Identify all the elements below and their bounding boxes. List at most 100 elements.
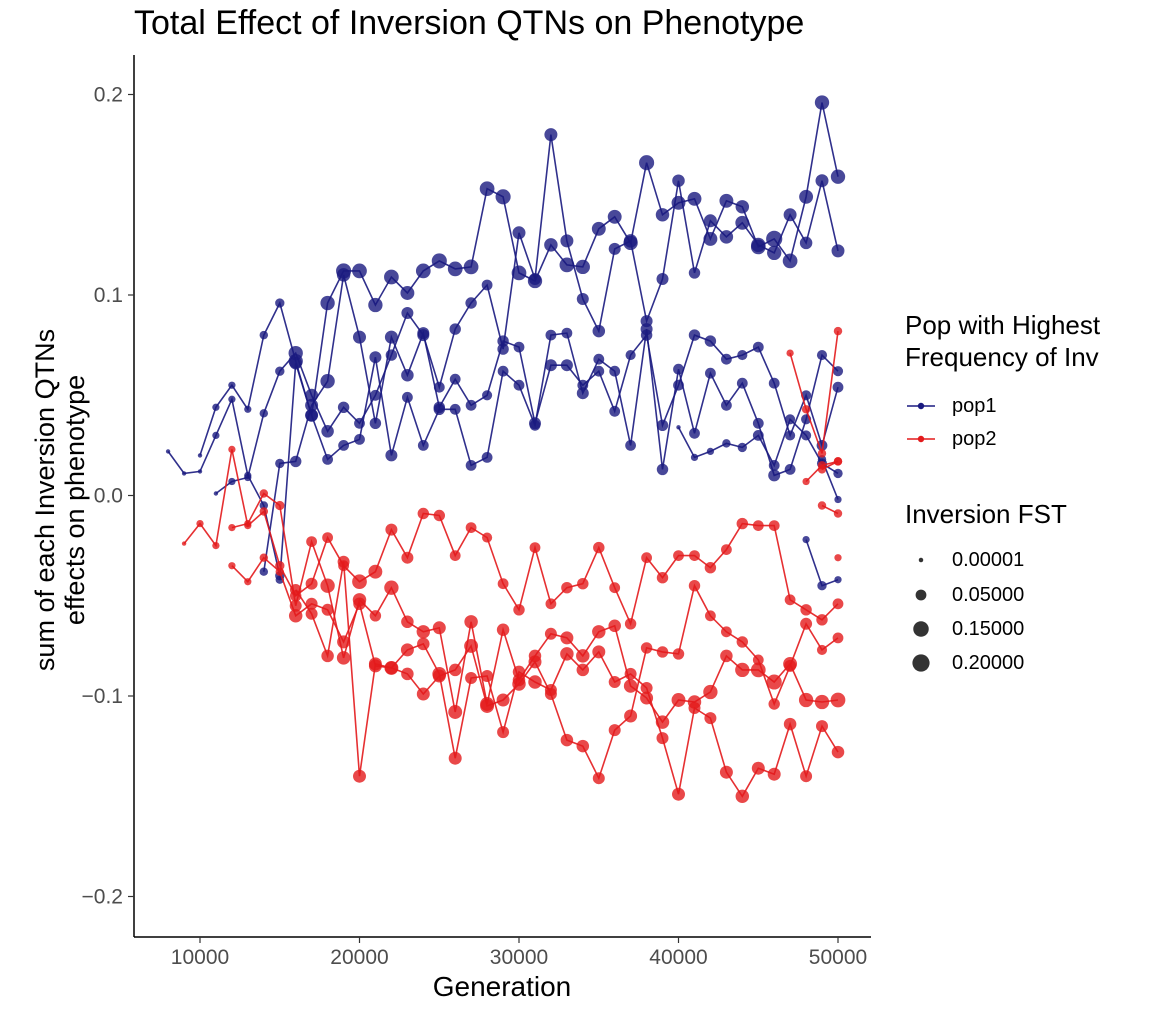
data-point (228, 381, 236, 389)
axes-ticks: 10000 20000 30000 40000 50000 −0.2 −0.1 0.0 0.1 0… (82, 84, 868, 970)
data-point (782, 253, 798, 269)
data-point (321, 603, 334, 616)
data-point (833, 468, 843, 479)
data-point (400, 643, 414, 657)
data-point (352, 574, 367, 590)
data-point (479, 181, 495, 197)
data-point (640, 642, 653, 654)
data-point (671, 693, 686, 707)
data-point (767, 245, 782, 261)
data-point (417, 440, 429, 451)
data-point (545, 598, 557, 610)
data-point (576, 293, 589, 305)
data-point (212, 431, 220, 440)
data-point (817, 449, 827, 458)
data-point (369, 351, 382, 364)
data-point (544, 238, 558, 252)
series-pop1-5 (676, 414, 843, 479)
data-point (244, 405, 252, 413)
data-point (719, 193, 734, 208)
data-point (417, 637, 430, 651)
data-point (799, 189, 814, 204)
data-point (400, 286, 415, 300)
data-point (433, 403, 446, 416)
data-point (544, 627, 557, 640)
data-point (497, 335, 509, 347)
series-line (215, 134, 839, 495)
chart-title: Total Effect of Inversion QTNs on Phenot… (134, 4, 805, 42)
data-point (830, 692, 846, 708)
data-point (706, 447, 715, 456)
x-tick-label: 20000 (330, 946, 388, 969)
size-legend-label-0: 0.00001 (952, 549, 1025, 571)
data-point (719, 230, 734, 244)
data-point (608, 619, 621, 633)
data-point (593, 541, 605, 554)
plot-marks (165, 95, 846, 804)
data-point (561, 581, 573, 594)
data-point (529, 273, 541, 285)
data-point (354, 434, 365, 445)
data-point (228, 477, 236, 486)
data-point (720, 649, 733, 663)
data-point (288, 609, 303, 623)
legend-label-pop2: pop2 (952, 428, 997, 450)
data-point (801, 430, 812, 441)
data-point (528, 675, 542, 689)
data-point (463, 259, 479, 275)
data-point (369, 610, 382, 622)
data-point (320, 578, 335, 593)
data-point (688, 329, 701, 341)
data-point (259, 567, 269, 576)
data-point (800, 770, 813, 783)
data-point (608, 676, 621, 688)
data-point (560, 234, 574, 248)
y-axis-label-line2: effects on phenotype (60, 375, 90, 625)
data-point (213, 491, 219, 496)
data-point (259, 553, 269, 562)
series-line (805, 539, 839, 587)
data-point (785, 430, 796, 441)
size-legend-label-1: 0.05000 (952, 584, 1025, 606)
data-point (512, 665, 526, 679)
data-point (737, 442, 747, 453)
data-point (560, 359, 573, 372)
data-point (608, 242, 621, 255)
data-point (737, 350, 748, 361)
data-point (321, 649, 334, 663)
data-point (305, 388, 319, 402)
data-point (244, 578, 252, 586)
data-point (802, 535, 810, 544)
data-point (432, 621, 446, 635)
y-axis-label: sum of each Inversion QTNs effects on ph… (30, 329, 90, 671)
data-point (673, 550, 684, 561)
data-point (593, 365, 605, 377)
data-point (834, 576, 842, 584)
data-point (384, 330, 398, 344)
data-point (704, 335, 717, 347)
data-point (337, 401, 350, 414)
data-point (228, 523, 236, 532)
data-point (449, 373, 461, 385)
data-point (385, 523, 398, 536)
size-legend: Inversion FST (905, 498, 1067, 530)
size-legend-title: Inversion FST (905, 499, 1067, 529)
y-tick-label: 0.2 (94, 84, 123, 107)
data-point (786, 349, 794, 357)
data-point (495, 189, 511, 205)
data-point (608, 724, 621, 737)
data-point (275, 366, 285, 376)
data-point (338, 440, 349, 451)
data-point (544, 128, 558, 142)
data-point (259, 507, 269, 516)
data-point (721, 544, 732, 555)
data-point (212, 403, 220, 411)
data-point (625, 350, 636, 361)
data-point (305, 607, 318, 620)
data-point (656, 273, 669, 285)
data-point (656, 732, 669, 745)
series-pop1-6 (802, 535, 842, 591)
data-point (721, 353, 732, 365)
x-tick-label: 50000 (809, 946, 867, 969)
data-point (384, 269, 399, 285)
